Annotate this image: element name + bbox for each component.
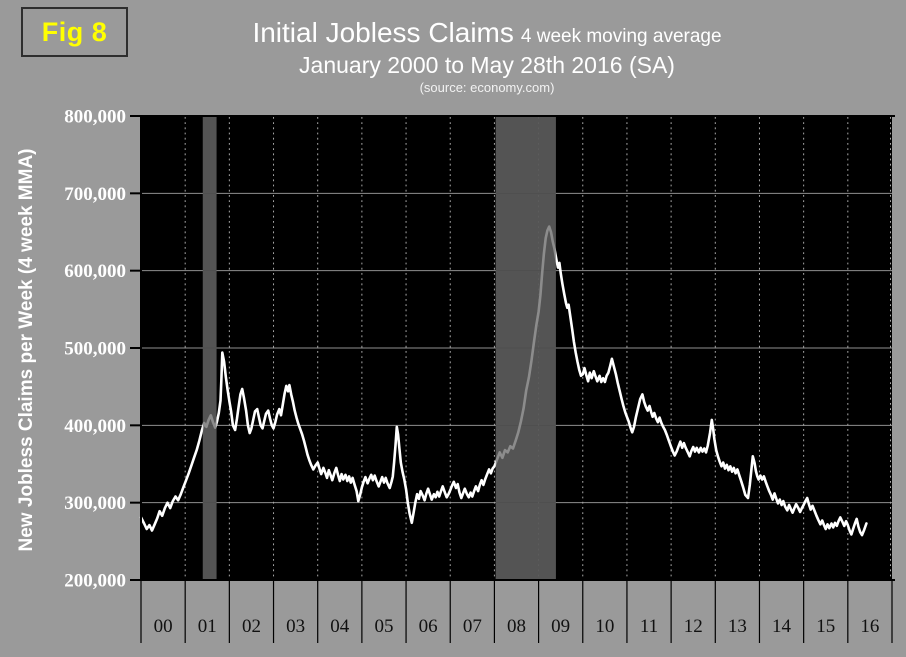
y-tick-label: 500,000: [64, 339, 126, 360]
x-tick-label: 06: [419, 616, 438, 637]
figure-label: Fig 8: [21, 7, 128, 57]
chart-source-note: (source: economy.com): [419, 80, 555, 95]
y-tick-label: 600,000: [64, 261, 126, 282]
x-tick-label: 11: [640, 616, 658, 637]
x-tick-label: 10: [595, 616, 614, 637]
x-tick-label: 08: [507, 616, 526, 637]
x-tick-label: 15: [816, 616, 835, 637]
recession-band-overlay: [495, 116, 556, 580]
y-tick-label: 800,000: [64, 107, 126, 128]
chart-title-suffix: 4 week moving average: [520, 26, 722, 47]
x-tick-label: 14: [772, 616, 792, 637]
x-tick-label: 16: [860, 616, 879, 637]
y-tick-label: 400,000: [64, 416, 126, 437]
y-tick-label: 300,000: [64, 493, 126, 514]
recession-band-overlay: [202, 116, 217, 580]
x-tick-label: 01: [198, 616, 217, 637]
series-line: [139, 225, 868, 537]
x-tick-label: 09: [551, 616, 570, 637]
x-tick-label: 12: [684, 616, 703, 637]
x-tick-label: 03: [286, 616, 305, 637]
x-tick-label: 07: [463, 616, 482, 637]
x-tick-label: 05: [374, 616, 393, 637]
y-tick-label: 700,000: [64, 184, 126, 205]
x-tick-label: 04: [330, 616, 350, 637]
y-tick-label: 200,000: [64, 571, 126, 592]
chart-title-main: Initial Jobless Claims: [252, 17, 514, 48]
chart-subtitle: January 2000 to May 28th 2016 (SA): [299, 52, 675, 78]
chart-title: Initial Jobless Claims 4 week moving aver…: [252, 18, 721, 52]
x-tick-label: 00: [154, 616, 173, 637]
x-tick-label: 02: [242, 616, 261, 637]
x-tick-label: 13: [728, 616, 747, 637]
